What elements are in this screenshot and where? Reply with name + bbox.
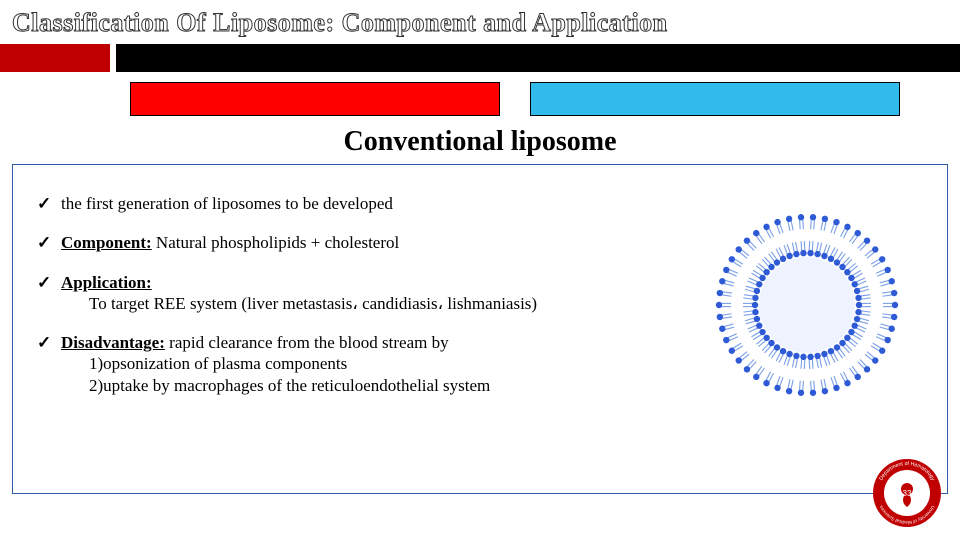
bullet-item: Component: Natural phospholipids + chole… bbox=[37, 232, 637, 253]
svg-text:33: 33 bbox=[903, 489, 912, 498]
bullet-list: the first generation of liposomes to be … bbox=[37, 193, 637, 396]
footer-logo: Department of HematologyUniversity of Me… bbox=[870, 456, 944, 530]
bullet-label: Disadvantage: bbox=[61, 333, 165, 352]
bullet-label: Component: bbox=[61, 233, 152, 252]
bullet-item: Application:To target REE system (liver … bbox=[37, 272, 637, 315]
section-title: Conventional liposome bbox=[0, 126, 960, 158]
bullet-item: the first generation of liposomes to be … bbox=[37, 193, 637, 214]
page-title: Classification Of Liposome: Component an… bbox=[0, 0, 960, 42]
color-box-row bbox=[130, 82, 960, 116]
color-box-blue bbox=[530, 82, 900, 116]
stripe-red bbox=[0, 44, 110, 72]
stripe-black bbox=[116, 44, 960, 72]
bullet-item: Disadvantage: rapid clearance from the b… bbox=[37, 332, 637, 396]
color-box-red bbox=[130, 82, 500, 116]
bullet-label: Application: bbox=[61, 273, 152, 292]
title-stripe-row bbox=[0, 44, 960, 72]
bullet-subline: 1)opsonization of plasma components bbox=[61, 353, 637, 374]
bullet-subline: To target REE system (liver metastasis، … bbox=[61, 293, 637, 314]
liposome-diagram bbox=[697, 195, 917, 415]
content-frame: the first generation of liposomes to be … bbox=[12, 164, 948, 494]
bullet-subline: 2)uptake by macrophages of the reticuloe… bbox=[61, 375, 637, 396]
